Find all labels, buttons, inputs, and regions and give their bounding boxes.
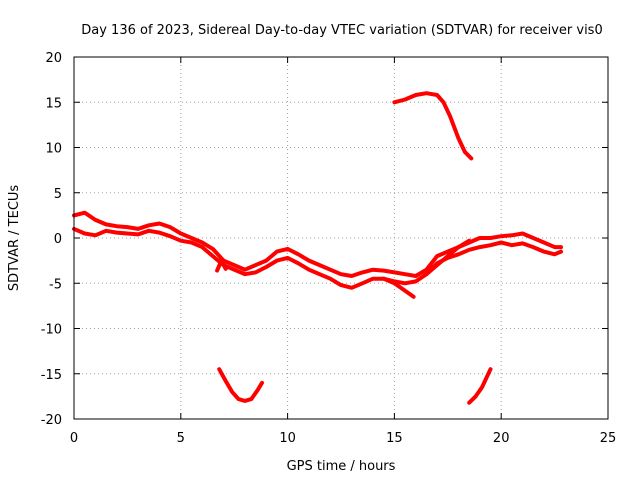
series-arc-high: [392, 91, 474, 161]
y-tick-labels: -20 -15 -10 -5 0 5 10 15 20: [41, 51, 62, 428]
x-axis-label: GPS time / hours: [287, 459, 396, 474]
y-tick-label: 20: [45, 51, 62, 66]
series-main-band-upper: [72, 210, 563, 278]
x-tick-labels: 0 5 10 15 20 25: [70, 431, 616, 446]
y-tick-label: 10: [45, 142, 62, 157]
x-tick-label: 5: [177, 431, 185, 446]
y-tick-label: -5: [49, 277, 62, 292]
axis-ticks: [73, 56, 609, 420]
data-series-group: [72, 91, 563, 405]
series-main-band-lower: [72, 226, 563, 290]
series-arc-low-right: [467, 367, 493, 405]
series-dip-after-15h: [381, 276, 416, 299]
y-tick-label: 15: [45, 96, 62, 111]
chart-title: Day 136 of 2023, Sidereal Day-to-day VTE…: [81, 23, 602, 38]
grid-lines: [74, 57, 608, 419]
series-arc-low-left: [217, 367, 264, 403]
y-tick-label: 0: [54, 232, 62, 247]
y-tick-label: -15: [41, 368, 62, 383]
x-tick-label: 15: [386, 431, 403, 446]
y-tick-label: -10: [41, 323, 62, 338]
x-tick-label: 25: [600, 431, 617, 446]
series-spike-7h: [215, 258, 228, 273]
x-tick-label: 10: [279, 431, 296, 446]
x-tick-label: 20: [493, 431, 510, 446]
y-tick-label: 5: [54, 187, 62, 202]
y-tick-label: -20: [41, 413, 62, 428]
series-branch-to-18h: [424, 238, 472, 277]
y-axis-label: SDTVAR / TECUs: [7, 185, 22, 292]
x-tick-label: 0: [70, 431, 78, 446]
